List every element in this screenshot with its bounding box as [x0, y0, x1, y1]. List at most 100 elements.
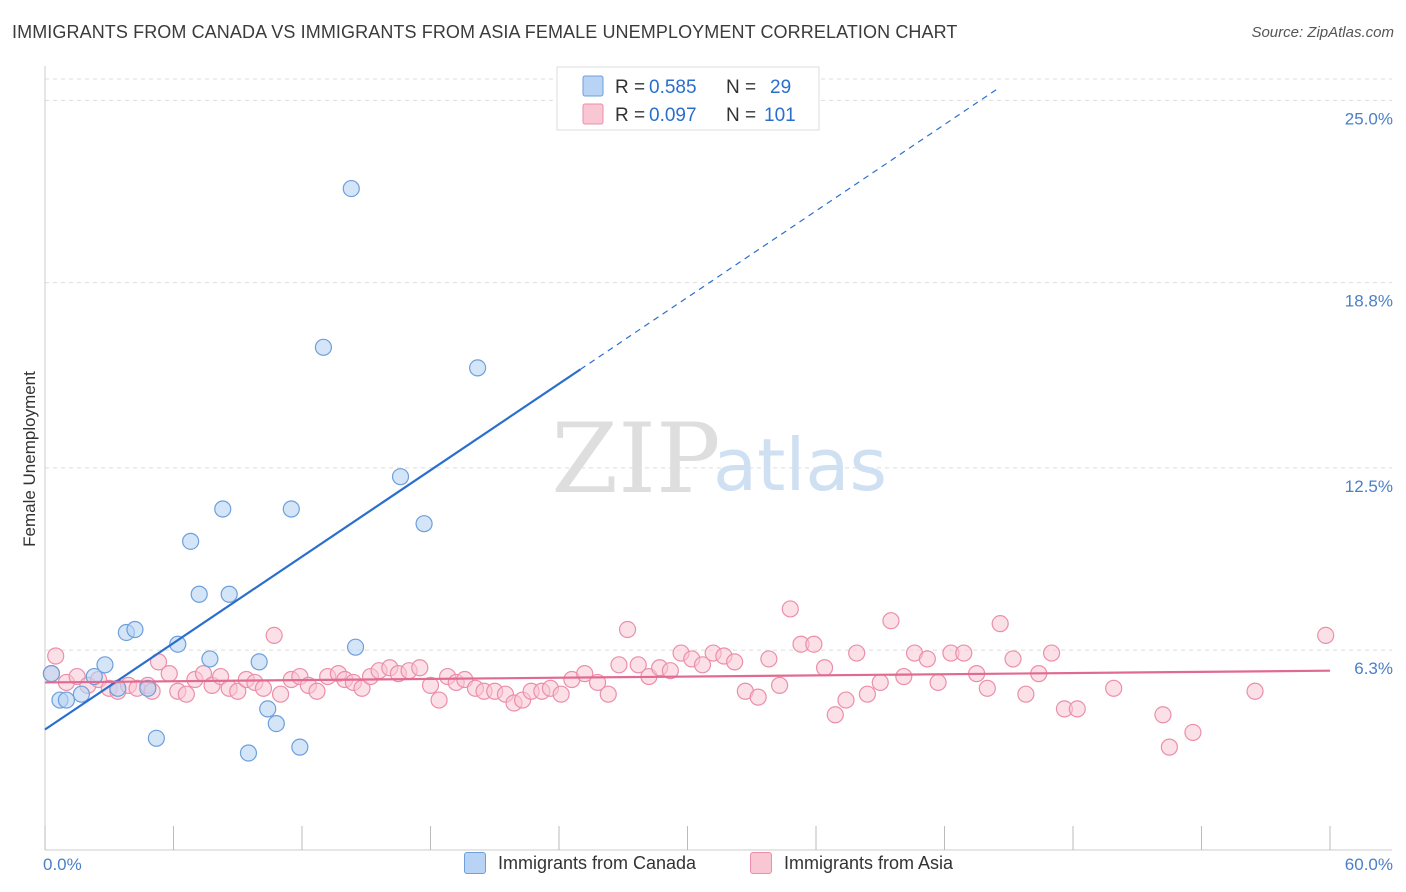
asia-point — [618, 620, 637, 639]
correlation-legend: R = 0.585 N = 29 R = 0.097 N = 101 — [556, 66, 820, 131]
legend-item-canada: Immigrants from Canada — [464, 852, 696, 874]
asia-point — [770, 676, 789, 694]
canada-point — [342, 179, 360, 198]
zipatlas-watermark: ZIP atlas — [551, 403, 887, 515]
asia-point — [929, 673, 947, 692]
asia-point — [254, 679, 273, 697]
y-tick-label: 18.8% — [1345, 292, 1393, 311]
legend-r-label-asia: R = — [615, 105, 645, 126]
canada-point — [282, 500, 300, 518]
asia-point — [749, 688, 767, 706]
canada-point — [96, 656, 114, 674]
asia-point — [661, 662, 679, 680]
canada-point — [57, 691, 76, 709]
canada-point — [85, 667, 103, 686]
asia-point — [177, 685, 195, 703]
asia-points — [42, 600, 1335, 756]
legend-swatch-canada-bottom — [464, 852, 486, 874]
canada-point — [214, 500, 232, 518]
asia-point — [430, 691, 448, 709]
canada-trend-line — [44, 368, 582, 731]
asia-point — [918, 650, 936, 668]
legend-swatch-canada — [582, 75, 604, 97]
asia-point — [629, 656, 647, 674]
legend-n-value-asia: 101 — [764, 105, 796, 126]
asia-point — [411, 659, 429, 677]
chart-title: IMMIGRANTS FROM CANADA VS IMMIGRANTS FRO… — [12, 22, 958, 42]
grid-lines — [45, 78, 1392, 651]
x-tick-label-max: 60.0% — [1345, 855, 1393, 874]
asia-trend-line — [44, 669, 1331, 684]
canada-point — [201, 650, 219, 668]
canada-point — [190, 585, 208, 603]
canada-point — [314, 338, 333, 356]
asia-point — [599, 685, 617, 703]
asia-point — [271, 685, 290, 703]
legend-swatch-asia — [582, 103, 604, 125]
asia-point — [978, 679, 996, 697]
watermark-zip: ZIP — [551, 403, 720, 515]
legend-r-value-canada: 0.585 — [649, 77, 697, 98]
y-tick-label: 12.5% — [1345, 477, 1393, 496]
canada-point — [72, 685, 91, 703]
canada-point — [259, 700, 277, 718]
asia-point — [991, 615, 1009, 633]
asia-point — [229, 682, 247, 700]
canada-point — [267, 714, 285, 733]
asia-point — [726, 653, 744, 671]
legend-swatch-asia-bottom — [750, 852, 772, 874]
asia-point — [858, 685, 877, 703]
asia-point — [781, 600, 799, 618]
canada-point — [147, 729, 165, 747]
asia-point — [610, 656, 628, 674]
asia-point — [1317, 626, 1335, 645]
asia-point — [421, 676, 440, 694]
canada-point — [469, 359, 487, 377]
trend-lines — [44, 87, 1331, 731]
axes — [44, 66, 1392, 851]
source-label: Source: ZipAtlas.com — [1251, 24, 1394, 41]
canada-point — [139, 679, 157, 697]
canada-point — [126, 620, 144, 639]
asia-point — [837, 691, 855, 709]
asia-point — [265, 626, 283, 645]
canada-point — [182, 532, 200, 550]
asia-point — [805, 635, 823, 653]
canada-points — [42, 179, 487, 762]
asia-point — [871, 673, 889, 692]
asia-point — [160, 665, 178, 683]
canada-point — [239, 744, 258, 762]
asia-point — [882, 612, 900, 630]
legend-r-label-canada: R = — [615, 77, 645, 98]
canada-point — [291, 738, 309, 756]
canada-point — [391, 468, 410, 486]
watermark-atlas: atlas — [713, 423, 887, 507]
legend-n-label-asia: N = — [726, 105, 756, 126]
asia-point — [1068, 700, 1086, 718]
legend-label-canada: Immigrants from Canada — [498, 852, 697, 873]
canada-point — [346, 638, 365, 656]
canada-trend-extension — [580, 87, 999, 370]
legend-item-asia: Immigrants from Asia — [750, 852, 953, 874]
canada-point — [250, 653, 268, 671]
asia-point — [1004, 650, 1022, 668]
asia-point — [826, 706, 844, 724]
asia-point — [308, 682, 326, 700]
tick-labels: 6.3% 12.5% 18.8% 25.0% 0.0% 60.0% — [43, 109, 1393, 874]
legend-r-value-asia: 0.097 — [649, 105, 697, 126]
canada-point — [42, 665, 61, 683]
asia-point — [1042, 644, 1061, 662]
asia-point — [552, 685, 570, 703]
y-tick-label: 6.3% — [1354, 659, 1393, 678]
legend-n-value-canada: 29 — [770, 77, 791, 98]
asia-point — [47, 647, 65, 665]
legend-n-label-canada: N = — [726, 77, 756, 98]
series-legend: Immigrants from Canada Immigrants from A… — [0, 850, 1406, 880]
x-tick-label-min: 0.0% — [43, 855, 82, 874]
asia-point — [693, 656, 712, 674]
y-tick-label: 25.0% — [1345, 109, 1393, 128]
asia-point — [1017, 685, 1035, 703]
asia-point — [815, 659, 834, 677]
asia-point — [1246, 682, 1264, 700]
